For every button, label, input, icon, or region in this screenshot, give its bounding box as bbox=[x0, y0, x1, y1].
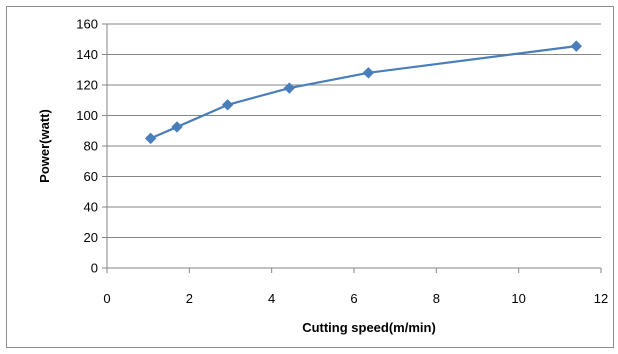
y-tick-label: 60 bbox=[84, 169, 98, 184]
axes bbox=[102, 23, 602, 273]
y-tick-label: 160 bbox=[76, 17, 98, 32]
data-point-marker bbox=[362, 67, 375, 79]
x-tick-label: 8 bbox=[433, 291, 440, 306]
y-tick-label: 120 bbox=[76, 78, 98, 93]
x-tick-label: 12 bbox=[594, 291, 608, 306]
x-axis-title: Cutting speed(m/min) bbox=[302, 320, 436, 335]
series-line bbox=[150, 45, 577, 140]
data-point-marker bbox=[283, 82, 296, 94]
x-tick-label: 4 bbox=[268, 291, 275, 306]
y-tick-label: 40 bbox=[84, 200, 98, 215]
data-point-marker bbox=[144, 132, 157, 145]
x-tick-label: 2 bbox=[186, 291, 193, 306]
y-tick-label: 0 bbox=[91, 261, 98, 276]
y-tick-label: 80 bbox=[84, 139, 98, 154]
data-point-marker bbox=[221, 99, 234, 111]
data-series bbox=[144, 40, 583, 145]
y-tick-label: 100 bbox=[76, 108, 98, 123]
x-tick-label: 0 bbox=[103, 291, 110, 306]
x-tick-labels: 0 2 4 6 8 10 12 bbox=[103, 291, 608, 306]
x-tick-label: 10 bbox=[511, 291, 525, 306]
y-tick-label: 20 bbox=[84, 230, 98, 245]
data-point-marker bbox=[570, 40, 583, 52]
x-tick-label: 6 bbox=[350, 291, 357, 306]
gridlines bbox=[107, 23, 601, 238]
y-tick-labels: 0 20 40 60 80 100 120 140 160 bbox=[76, 17, 98, 276]
data-point-marker bbox=[171, 121, 183, 133]
y-axis-title: Power(watt) bbox=[37, 109, 52, 183]
y-tick-label: 140 bbox=[76, 47, 98, 62]
